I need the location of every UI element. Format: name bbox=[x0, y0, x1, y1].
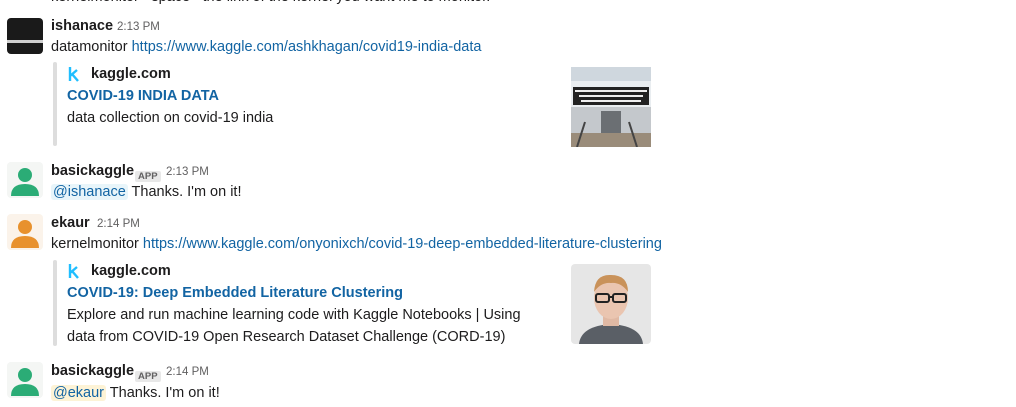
author-name[interactable]: basickaggle bbox=[51, 163, 135, 179]
link[interactable]: https://www.kaggle.com/onyonixch/covid-1… bbox=[142, 236, 662, 252]
message-line: datamonitor https://www.kaggle.com/ashkh… bbox=[51, 36, 481, 58]
unfurl-image[interactable] bbox=[571, 67, 651, 147]
mention[interactable]: @ishanace bbox=[51, 184, 128, 200]
unfurl-title[interactable]: COVID-19: Deep Embedded Literature Clust… bbox=[67, 285, 403, 301]
author-name[interactable]: ishanace bbox=[51, 18, 114, 34]
mention[interactable]: @ekaur bbox=[51, 385, 106, 401]
unfurl-site: kaggle.com bbox=[91, 66, 171, 82]
avatar[interactable] bbox=[7, 18, 43, 54]
author-name[interactable]: basickaggle bbox=[51, 363, 135, 379]
message-text: datamonitor bbox=[51, 39, 128, 55]
app-badge: APP bbox=[135, 371, 161, 382]
avatar[interactable] bbox=[7, 162, 43, 198]
timestamp[interactable]: 2:14 PM bbox=[166, 366, 209, 378]
app-badge: APP bbox=[135, 171, 161, 182]
message-text: Thanks. I'm on it! bbox=[131, 184, 242, 200]
unfurl-image[interactable] bbox=[571, 264, 651, 344]
avatar[interactable] bbox=[7, 214, 43, 250]
timestamp[interactable]: 2:13 PM bbox=[166, 166, 209, 178]
unfurl-bar bbox=[53, 260, 57, 346]
site-icon bbox=[68, 264, 79, 279]
site-icon bbox=[68, 67, 79, 82]
author-name[interactable]: ekaur bbox=[51, 215, 90, 231]
avatar[interactable] bbox=[7, 362, 43, 398]
unfurl-description: Explore and run machine learning code wi… bbox=[67, 307, 521, 345]
message-line: kernelmonitor https://www.kaggle.com/ony… bbox=[51, 233, 662, 255]
unfurl-title[interactable]: COVID-19 INDIA DATA bbox=[67, 88, 219, 104]
message-text: kernelmonitor bbox=[51, 236, 139, 252]
message-line: @ekaur Thanks. I'm on it! bbox=[51, 382, 220, 404]
message-line: @ishanace Thanks. I'm on it! bbox=[51, 181, 242, 203]
badge-wrap: APP bbox=[135, 364, 161, 386]
message-text: Thanks. I'm on it! bbox=[109, 385, 220, 401]
link[interactable]: https://www.kaggle.com/ashkhagan/covid19… bbox=[131, 39, 482, 55]
unfurl-bar bbox=[53, 62, 57, 146]
timestamp[interactable]: 2:13 PM bbox=[117, 21, 160, 33]
message-text: kernelmonitor <space> the link of the ke… bbox=[51, 0, 490, 8]
unfurl-description: data collection on covid-19 india bbox=[67, 110, 274, 126]
badge-wrap: APP bbox=[135, 164, 161, 186]
timestamp[interactable]: 2:14 PM bbox=[97, 218, 140, 230]
unfurl-site: kaggle.com bbox=[91, 263, 171, 279]
